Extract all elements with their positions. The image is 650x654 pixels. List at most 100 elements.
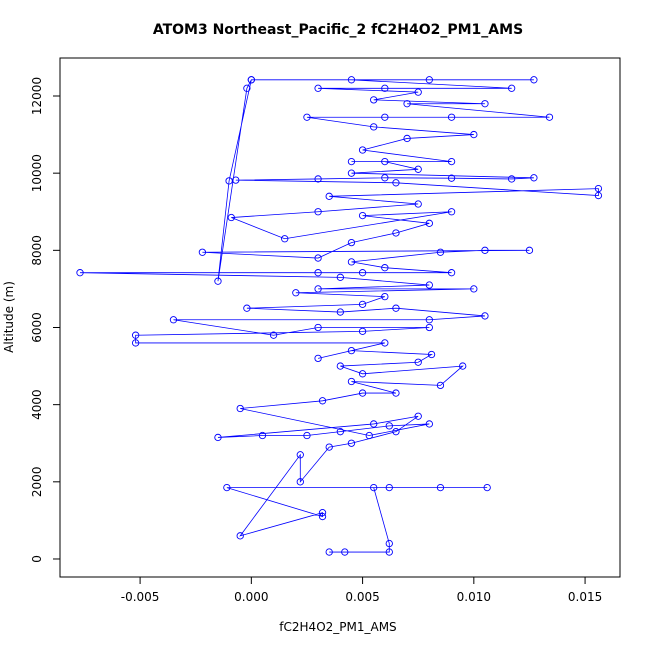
- data-point: [314, 208, 322, 216]
- data-point: [381, 174, 389, 182]
- data-point: [436, 381, 445, 390]
- data-point: [336, 273, 344, 281]
- x-tick-label: 0.000: [234, 590, 268, 604]
- data-point: [296, 451, 304, 459]
- data-point: [314, 354, 322, 363]
- data-point: [76, 269, 84, 277]
- data-point: [414, 165, 422, 173]
- data-point: [325, 192, 333, 200]
- data-point: [425, 76, 433, 84]
- data-point: [381, 264, 389, 272]
- data-point: [414, 358, 422, 366]
- data-point: [358, 269, 367, 277]
- y-tick-label: 12000: [30, 77, 44, 115]
- data-point: [227, 213, 235, 222]
- data-point: [594, 184, 603, 193]
- data-point: [296, 478, 304, 486]
- data-point: [314, 175, 322, 183]
- data-point: [481, 246, 489, 254]
- data-point: [414, 412, 422, 420]
- data-point: [314, 254, 322, 262]
- data-point: [318, 509, 327, 517]
- data-point: [314, 285, 322, 293]
- data-point: [481, 100, 489, 108]
- x-tick-label: 0.010: [457, 590, 491, 604]
- data-point: [281, 235, 289, 243]
- data-point: [370, 420, 378, 428]
- data-point: [318, 397, 327, 405]
- data-point: [325, 443, 333, 451]
- x-axis-label: fC2H4O2_PM1_AMS: [279, 620, 396, 634]
- data-point: [223, 483, 231, 492]
- data-point: [481, 312, 489, 320]
- data-point: [425, 281, 433, 289]
- y-axis-label: Altitude (m): [2, 281, 16, 353]
- data-point: [447, 174, 456, 182]
- data-point: [381, 157, 389, 166]
- data-point: [336, 428, 344, 436]
- y-tick-label: 4000: [30, 389, 44, 420]
- data-point: [483, 483, 491, 492]
- data-point: [243, 84, 251, 92]
- data-point: [214, 433, 222, 442]
- data-point: [347, 377, 356, 386]
- data-point: [425, 420, 433, 428]
- data-point: [381, 339, 389, 347]
- data-point: [347, 258, 356, 266]
- data-point: [303, 431, 311, 440]
- data-point: [314, 269, 322, 277]
- data-point: [314, 84, 322, 92]
- data-point: [336, 308, 344, 316]
- data-point: [198, 248, 207, 256]
- data-point: [236, 532, 244, 540]
- data-point: [370, 123, 378, 131]
- data-point: [358, 146, 367, 154]
- data-point: [507, 175, 516, 183]
- data-point: [392, 179, 400, 187]
- data-point: [507, 84, 516, 92]
- data-point: [347, 238, 356, 247]
- data-point: [381, 113, 389, 121]
- data-point: [392, 304, 400, 312]
- data-point: [447, 157, 456, 166]
- data-point: [243, 304, 251, 312]
- data-point: [447, 113, 456, 121]
- data-point: [403, 134, 411, 143]
- data-point: [358, 389, 367, 397]
- data-point: [370, 96, 378, 104]
- data-point: [347, 169, 356, 177]
- y-tick-label: 8000: [30, 235, 44, 266]
- data-point: [392, 428, 400, 436]
- data-point: [459, 362, 467, 370]
- y-tick-label: 2000: [30, 467, 44, 498]
- data-point: [365, 431, 373, 440]
- data-point: [358, 211, 367, 220]
- data-point: [447, 269, 456, 277]
- data-point: [341, 548, 349, 556]
- data-point: [470, 130, 478, 139]
- data-point: [131, 331, 140, 339]
- data-point: [425, 219, 433, 227]
- data-point: [530, 76, 538, 84]
- data-point: [292, 289, 300, 297]
- y-tick-label: 10000: [30, 154, 44, 192]
- data-point: [414, 88, 422, 96]
- data-point: [347, 346, 356, 355]
- data-point: [530, 174, 538, 182]
- data-line: [80, 79, 599, 553]
- data-point: [131, 339, 140, 347]
- data-point: [325, 548, 333, 556]
- data-point: [447, 208, 456, 216]
- data-point: [347, 76, 356, 84]
- data-point: [385, 539, 393, 548]
- data-point: [414, 200, 422, 208]
- data-point: [385, 483, 393, 492]
- data-point: [385, 548, 393, 556]
- data-point: [370, 483, 378, 492]
- data-point: [545, 113, 554, 121]
- data-point: [594, 191, 603, 200]
- data-point: [169, 316, 178, 324]
